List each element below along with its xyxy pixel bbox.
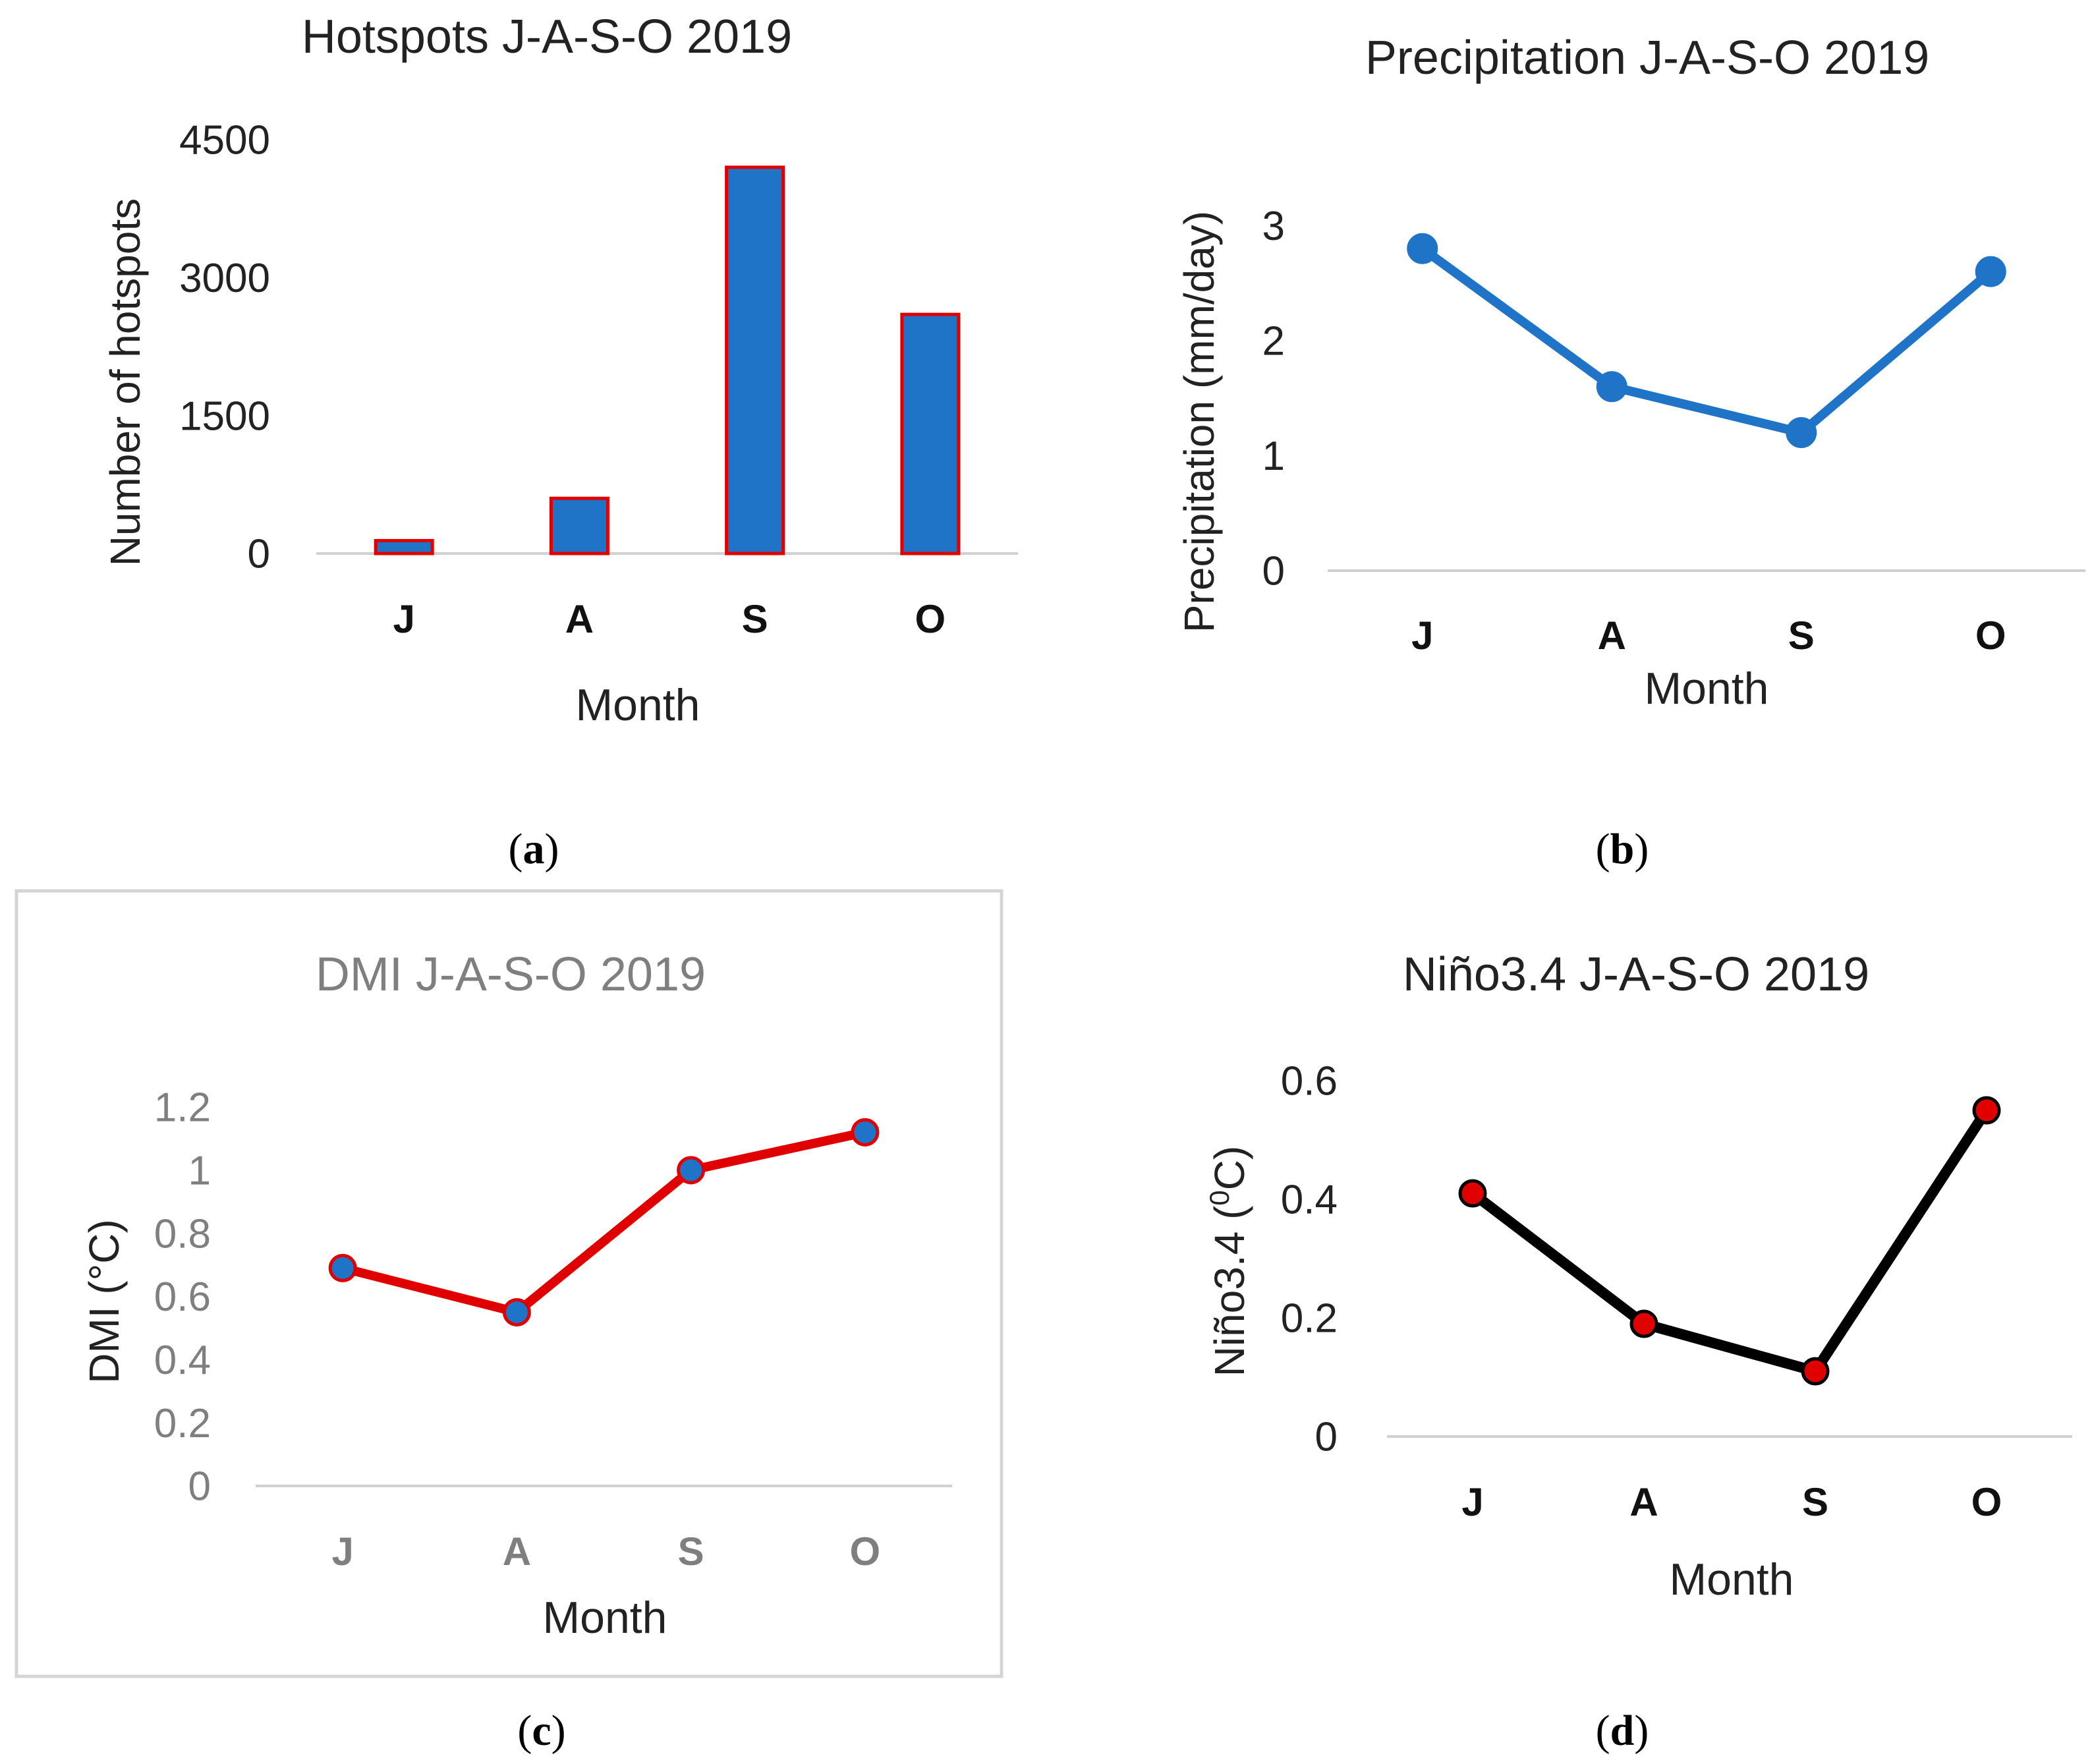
chart-b-xlabel: Month bbox=[1645, 664, 1769, 714]
x-tick-label: O bbox=[850, 1529, 881, 1574]
x-tick-label: J bbox=[1411, 613, 1433, 658]
chart-d-panel-label: (d) bbox=[1596, 1707, 1649, 1755]
x-tick-label: O bbox=[1971, 1480, 2002, 1524]
bar bbox=[374, 538, 434, 555]
x-tick-label: J bbox=[1461, 1480, 1483, 1524]
data-point bbox=[1972, 1096, 2001, 1125]
chart-d-series bbox=[1458, 1096, 2001, 1386]
chart-d-yticks: 0 0.2 0.4 0.6 bbox=[1281, 1059, 1338, 1460]
y-tick-label: 0.6 bbox=[1281, 1059, 1338, 1104]
chart-a-yticks: 0 1500 3000 4500 bbox=[179, 118, 270, 577]
bar bbox=[900, 312, 961, 555]
chart-d-title: Niño3.4 J-A-S-O 2019 bbox=[1403, 948, 1869, 1001]
y-tick-label: 0.2 bbox=[1281, 1296, 1338, 1342]
data-point bbox=[677, 1156, 706, 1185]
x-tick-label: S bbox=[742, 597, 768, 641]
y-tick-label: 1 bbox=[1262, 434, 1285, 479]
y-tick-label: 0.8 bbox=[154, 1211, 211, 1257]
bar bbox=[549, 496, 609, 555]
x-tick-label: S bbox=[678, 1529, 704, 1574]
y-tick-label: 2 bbox=[1262, 319, 1285, 364]
y-tick-label: 0.2 bbox=[154, 1401, 211, 1446]
chart-d-ylabel-end: C) bbox=[1206, 1146, 1253, 1191]
y-tick-label: 0.4 bbox=[1281, 1178, 1338, 1223]
y-tick-label: 4500 bbox=[179, 118, 270, 163]
y-tick-label: 1.2 bbox=[154, 1085, 211, 1131]
y-tick-label: 1500 bbox=[179, 393, 270, 439]
data-point bbox=[1596, 371, 1627, 403]
chart-a-panel-label: (a) bbox=[509, 825, 559, 873]
data-point bbox=[502, 1297, 531, 1326]
x-tick-label: A bbox=[565, 597, 594, 641]
chart-b-yticks: 0 1 2 3 bbox=[1262, 204, 1285, 594]
chart-a-ylabel: Number of hotspots bbox=[101, 198, 149, 567]
y-tick-label: 3000 bbox=[179, 256, 270, 301]
y-tick-label: 3 bbox=[1262, 204, 1285, 249]
chart-b-series bbox=[1407, 233, 2006, 449]
chart-c: DMI J-A-S-O 2019 DMI (°C) 0 0.2 0.4 0.6 0.8 1… bbox=[14, 889, 1004, 1755]
y-tick-label: 0.6 bbox=[154, 1274, 211, 1320]
data-point bbox=[1786, 417, 1817, 449]
chart-a: Hotspots J-A-S-O 2019 Number of hotspots… bbox=[101, 11, 1018, 873]
chart-b-panel-label: (b) bbox=[1596, 825, 1649, 873]
y-tick-label: 0 bbox=[248, 532, 270, 577]
chart-c-frame bbox=[14, 889, 1004, 1678]
data-point bbox=[1975, 256, 2006, 287]
data-point bbox=[328, 1253, 357, 1282]
chart-c-series bbox=[328, 1118, 880, 1326]
chart-c-yticks: 0 0.2 0.4 0.6 0.8 1 1.2 bbox=[154, 1085, 211, 1510]
chart-d-ylabel-main: Niño3.4 ( bbox=[1206, 1206, 1253, 1377]
chart-b: Precipitation J-A-S-O 2019 Precipitation… bbox=[1175, 32, 2085, 873]
chart-b-ylabel: Precipitation (mm/day) bbox=[1175, 211, 1223, 633]
chart-d-ylabel: Niño3.4 (0C) bbox=[1204, 1146, 1254, 1377]
chart-c-title: DMI J-A-S-O 2019 bbox=[316, 948, 706, 1001]
data-point bbox=[1407, 233, 1438, 264]
x-tick-label: J bbox=[393, 597, 414, 641]
chart-d-xlabel: Month bbox=[1670, 1554, 1794, 1605]
chart-c-panel-label: (c) bbox=[517, 1707, 565, 1755]
x-tick-label: O bbox=[915, 597, 946, 641]
chart-c-xlabel: Month bbox=[543, 1593, 667, 1643]
y-tick-label: 1 bbox=[188, 1149, 211, 1194]
chart-c-panel-letter: c bbox=[532, 1707, 551, 1755]
chart-a-panel-letter: a bbox=[523, 825, 545, 873]
chart-b-panel-letter: b bbox=[1610, 825, 1635, 873]
chart-d-ylabel-sup: 0 bbox=[1204, 1190, 1235, 1205]
x-tick-label: A bbox=[503, 1529, 531, 1574]
x-tick-label: A bbox=[1629, 1480, 1658, 1524]
data-point bbox=[851, 1118, 880, 1147]
y-tick-label: 0 bbox=[1315, 1415, 1338, 1460]
chart-a-bars bbox=[374, 165, 961, 555]
chart-c-ylabel: DMI (°C) bbox=[80, 1219, 128, 1384]
x-tick-label: A bbox=[1598, 613, 1626, 658]
chart-a-title: Hotspots J-A-S-O 2019 bbox=[302, 11, 792, 63]
chart-a-xlabel: Month bbox=[576, 680, 700, 730]
chart-b-title: Precipitation J-A-S-O 2019 bbox=[1365, 32, 1929, 84]
y-tick-label: 0 bbox=[188, 1464, 211, 1510]
series-line bbox=[1467, 1105, 1992, 1377]
chart-d-panel-letter: d bbox=[1610, 1707, 1635, 1755]
x-tick-label: J bbox=[331, 1529, 353, 1574]
y-tick-label: 0 bbox=[1262, 549, 1285, 594]
chart-d: Niño3.4 J-A-S-O 2019 Niño3.4 (0C) 00.20.… bbox=[1204, 948, 2072, 1755]
x-tick-label: O bbox=[1975, 613, 2006, 658]
data-point bbox=[1801, 1357, 1830, 1386]
data-point bbox=[1629, 1309, 1658, 1338]
y-tick-label: 0.4 bbox=[154, 1338, 211, 1383]
series-line bbox=[1417, 244, 1996, 438]
series-line bbox=[338, 1127, 870, 1317]
x-tick-label: S bbox=[1802, 1480, 1828, 1524]
bar bbox=[725, 165, 785, 555]
data-point bbox=[1458, 1179, 1487, 1208]
x-tick-label: S bbox=[1788, 613, 1815, 658]
